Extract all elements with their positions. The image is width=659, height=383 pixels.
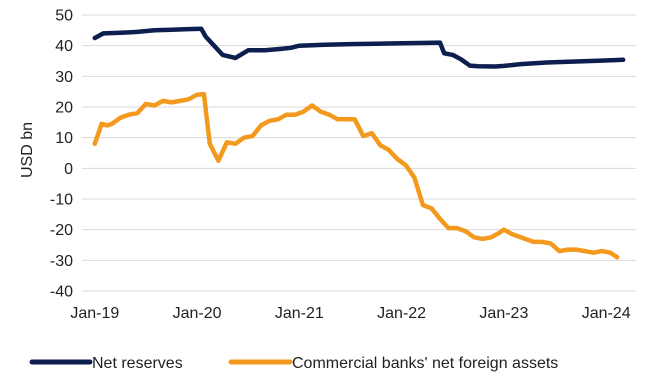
y-axis-title: USD bn — [19, 122, 36, 178]
y-tick-label: 20 — [55, 100, 73, 117]
y-tick-label: -30 — [50, 253, 73, 270]
legend: Net reserves Commercial banks' net foreig… — [29, 355, 558, 372]
y-tick-label: 30 — [55, 69, 73, 86]
y-tick-label: -10 — [50, 192, 73, 209]
x-tick-label: Jan-24 — [582, 305, 631, 322]
y-tick-label: 10 — [55, 130, 73, 147]
gridlines — [82, 14, 636, 292]
y-tick-label: -20 — [50, 222, 73, 239]
y-tick-label: 40 — [55, 38, 73, 55]
series-line-commercial-banks-nfa — [92, 91, 620, 260]
x-tick-label: Jan-23 — [479, 305, 528, 322]
series-lines — [92, 26, 626, 260]
series-line-net-reserves — [92, 26, 626, 69]
y-axis-ticks: 50 40 30 20 10 0 -10 -20 -30 -40 — [50, 8, 73, 301]
legend-label: Commercial banks' net foreign assets — [292, 355, 558, 372]
legend-label: Net reserves — [92, 355, 183, 372]
y-tick-label: 50 — [55, 8, 73, 25]
x-tick-label: Jan-19 — [70, 305, 119, 322]
y-tick-label: -40 — [50, 284, 73, 301]
x-tick-label: Jan-22 — [377, 305, 426, 322]
x-tick-label: Jan-20 — [173, 305, 222, 322]
x-axis-ticks: Jan-19 Jan-20 Jan-21 Jan-22 Jan-23 Jan-24 — [70, 305, 630, 322]
y-tick-label: 0 — [64, 161, 73, 178]
x-tick-label: Jan-21 — [275, 305, 324, 322]
